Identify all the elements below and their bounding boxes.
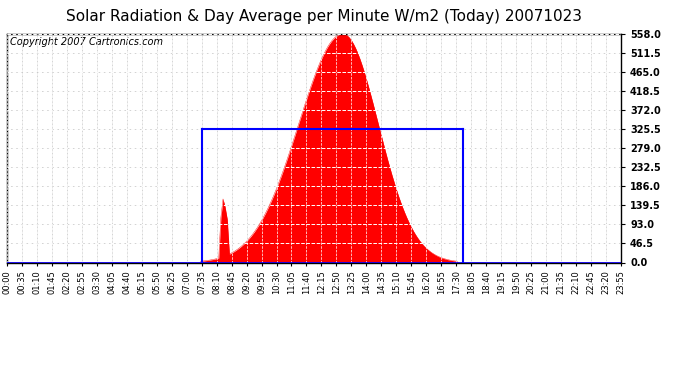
Text: Copyright 2007 Cartronics.com: Copyright 2007 Cartronics.com [10, 37, 163, 47]
Text: Solar Radiation & Day Average per Minute W/m2 (Today) 20071023: Solar Radiation & Day Average per Minute… [66, 9, 582, 24]
